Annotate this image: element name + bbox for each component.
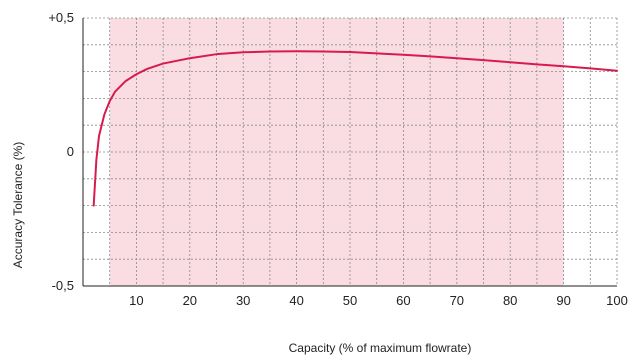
x-tick-label: 90 [556, 293, 570, 308]
y-tick-label: +0,5 [48, 10, 74, 25]
x-tick-label: 60 [396, 293, 410, 308]
x-axis-label: Capacity (% of maximum flowrate) [289, 341, 472, 355]
series-line-1 [92, 50, 618, 207]
x-tick-label: 50 [343, 293, 357, 308]
x-tick-label: 80 [503, 293, 517, 308]
y-axis-label: Accuracy Tolerance (%) [11, 142, 25, 269]
y-tick-label: 0 [67, 144, 74, 159]
x-tick-label: 70 [450, 293, 464, 308]
x-tick-label: 100 [606, 293, 628, 308]
x-tick-label: 30 [236, 293, 250, 308]
y-tick-label: -0,5 [52, 278, 74, 293]
x-tick-label: 20 [183, 293, 197, 308]
x-tick-label: 40 [289, 293, 303, 308]
x-tick-label: 10 [129, 293, 143, 308]
